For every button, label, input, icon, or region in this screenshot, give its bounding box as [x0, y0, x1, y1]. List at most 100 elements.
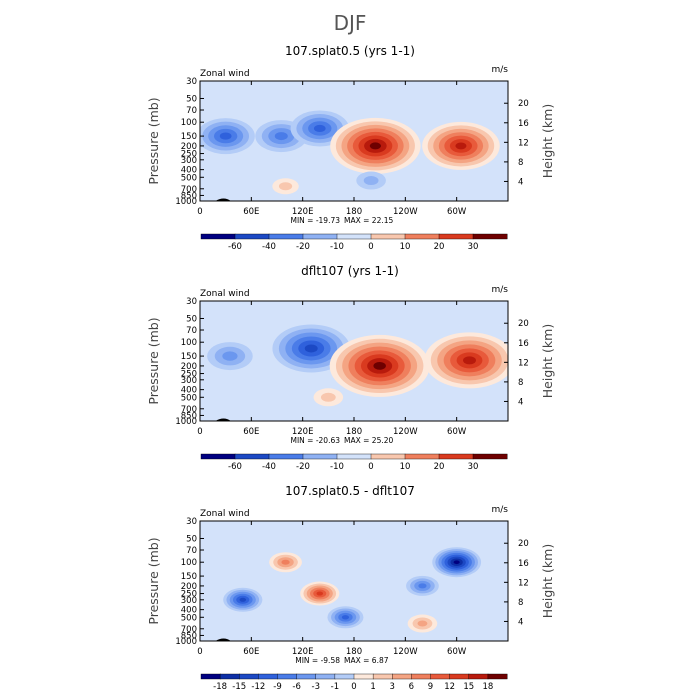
panel-title: 107.splat0.5 - dflt107 [285, 484, 415, 498]
x-tick-label: 60W [447, 427, 467, 437]
colorbar-box [472, 233, 508, 240]
colorbar-box [200, 673, 221, 680]
colorbar-box [404, 453, 440, 460]
max-label: MAX = 6.87 [344, 656, 389, 665]
p-tick-label: 250 [181, 370, 197, 380]
p-tick-label: 850 [181, 411, 197, 421]
y-axis-label: Pressure (mb) [146, 537, 161, 624]
y-axis-label: Pressure (mb) [146, 97, 161, 184]
y-axis-label-right: Height (km) [540, 544, 555, 618]
colorbar-label: 30 [468, 242, 479, 252]
p-tick-label: 200 [181, 582, 197, 592]
p-tick-label: 70 [186, 546, 197, 556]
colorbar-label: 20 [434, 242, 445, 252]
contour-blob-5-level-6 [455, 142, 467, 150]
colorbar-box [372, 673, 393, 680]
h-tick-label: 20 [518, 99, 529, 109]
colorbar-label: -1 [331, 682, 339, 692]
contour-blob-2-level-5 [316, 591, 324, 596]
colorbar-box [219, 673, 240, 680]
colorbar: -60 -40 -20 -10 0 10 20 30 [200, 233, 508, 252]
p-tick-label: 150 [181, 572, 197, 582]
x-tick-label: 120E [292, 427, 314, 437]
colorbar-box [370, 453, 406, 460]
colorbar-box [404, 233, 440, 240]
panel-2: dflt107 (yrs 1-1) Zonal wind m/s 0 60E 120E 18… [146, 264, 555, 472]
colorbar-label: 1 [370, 682, 375, 692]
colorbar-box [302, 233, 338, 240]
x-tick-label: 0 [197, 207, 202, 217]
field-label: Zonal wind [200, 69, 250, 79]
colorbar-box [302, 453, 338, 460]
x-tick-label: 120W [393, 207, 418, 217]
contour-field [223, 547, 482, 633]
terrain-mask [215, 418, 231, 421]
colorbar-label: 0 [368, 242, 373, 252]
colorbar-label: -6 [292, 682, 300, 692]
p-tick-label: 100 [181, 558, 197, 568]
p-tick-label: 700 [181, 185, 197, 195]
h-tick-label: 12 [518, 578, 529, 588]
contour-blob-3-level-7 [453, 560, 460, 565]
p-tick-label: 700 [181, 405, 197, 415]
x-tick-label: 60E [243, 427, 259, 437]
colorbar-box [200, 453, 236, 460]
colorbar-box [268, 453, 304, 460]
colorbar-label: 18 [482, 682, 493, 692]
field-label: Zonal wind [200, 509, 250, 519]
colorbar-box [487, 673, 508, 680]
p-tick-label: 100 [181, 118, 197, 128]
p-tick-label: 150 [181, 352, 197, 362]
contour-blob-4-level-6 [463, 356, 476, 365]
h-tick-label: 16 [518, 119, 529, 129]
colorbar-box [353, 673, 374, 680]
colorbar-box [239, 673, 259, 680]
colorbar-label: -60 [228, 462, 242, 472]
colorbar-label: -40 [262, 242, 276, 252]
colorbar-label: -15 [232, 682, 246, 692]
p-tick-label: 700 [181, 625, 197, 635]
p-tick-label: 50 [186, 534, 197, 544]
colorbar-label: -9 [273, 682, 281, 692]
colorbar-box [438, 453, 474, 460]
h-tick-label: 4 [518, 617, 523, 627]
x-tick-label: 60W [447, 207, 467, 217]
p-tick-label: 250 [181, 590, 197, 600]
contour-field [200, 110, 500, 195]
colorbar-label: 6 [409, 682, 414, 692]
colorbar-box [438, 233, 474, 240]
colorbar-label: -3 [312, 682, 320, 692]
p-tick-label: 1000 [175, 417, 197, 427]
x-tick-label: 180 [346, 427, 362, 437]
contour-blob-3-level-4 [313, 124, 326, 133]
p-tick-label: 400 [181, 386, 197, 396]
colorbar-label: -18 [213, 682, 227, 692]
colorbar-label: -60 [228, 242, 242, 252]
colorbar-label: -10 [330, 462, 344, 472]
x-tick-label: 0 [197, 647, 202, 657]
contour-blob-6-level-1 [278, 182, 293, 191]
y-axis-label-right: Height (km) [540, 324, 555, 398]
colorbar: -18 -15 -12 -9 -6 -3 -1 0 1 3 6 9 12 15 18 [200, 673, 508, 692]
x-tick-label: 120E [292, 647, 314, 657]
field-label: Zonal wind [200, 289, 250, 299]
p-tick-label: 200 [181, 362, 197, 372]
colorbar-box [234, 453, 270, 460]
x-tick-label: 180 [346, 647, 362, 657]
contour-blob-6-level-4 [341, 615, 350, 620]
colorbar-box [200, 233, 236, 240]
h-tick-label: 8 [518, 158, 523, 168]
colorbar-label: 12 [444, 682, 455, 692]
p-tick-label: 30 [186, 77, 197, 87]
units-label: m/s [492, 505, 509, 515]
p-tick-label: 300 [181, 596, 197, 606]
colorbar-box [258, 673, 278, 680]
p-tick-label: 50 [186, 314, 197, 324]
colorbar-label: 0 [351, 682, 356, 692]
h-tick-label: 16 [518, 559, 529, 569]
units-label: m/s [492, 65, 509, 75]
p-tick-label: 300 [181, 376, 197, 386]
colorbar-box [268, 233, 304, 240]
contour-blob-2-level-3 [274, 132, 288, 141]
min-label: MIN = -19.73 [290, 216, 340, 225]
